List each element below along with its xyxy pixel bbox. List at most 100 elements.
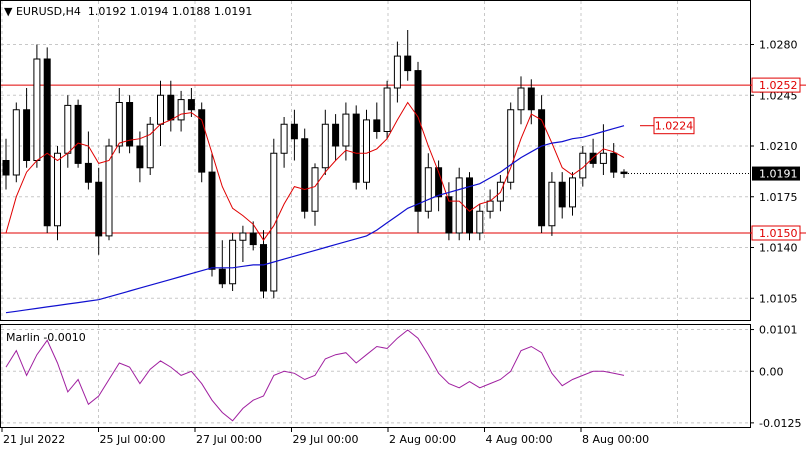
candle <box>2 138 10 190</box>
bull-candle-body <box>424 167 432 212</box>
bear-candle-body <box>23 109 31 161</box>
bull-candle-body <box>363 119 370 183</box>
bull-candle-body <box>239 232 247 241</box>
bear-candle-body <box>43 58 51 227</box>
bear-candle-body <box>84 162 92 183</box>
bull-candle-body <box>455 177 463 234</box>
candle <box>393 41 401 103</box>
close-value: 1.0191 <box>213 5 253 18</box>
bull-candle-body <box>321 123 329 169</box>
candle <box>620 169 628 178</box>
oscillator-pane[interactable] <box>0 324 751 428</box>
candle <box>332 114 340 161</box>
candle <box>74 99 82 168</box>
bear-candle-body <box>208 171 216 270</box>
candle <box>383 80 391 139</box>
time-label: 8 Aug 00:00 <box>582 433 649 446</box>
candle <box>239 225 247 262</box>
dropdown-triangle-icon[interactable]: ▼ <box>4 5 13 18</box>
candle <box>290 109 298 161</box>
bear-candle-body <box>466 177 473 234</box>
bull-candle-body <box>548 181 556 227</box>
bear-candle-body <box>332 123 340 147</box>
bear-candle-body <box>435 167 443 198</box>
candle <box>126 95 134 154</box>
candle <box>105 138 113 241</box>
ma-tag-label: 1.0224 <box>655 120 694 133</box>
level-tag-label: 1.0252 <box>759 79 798 92</box>
ma-slow-line <box>5 125 625 314</box>
candle <box>466 172 473 241</box>
candle <box>12 102 20 183</box>
oscillator-line <box>5 329 625 422</box>
time-label: 21 Jul 2022 <box>3 433 65 446</box>
level-tag-label: 1.0150 <box>759 227 798 240</box>
candle <box>23 88 31 168</box>
bull-candle-body <box>115 102 123 147</box>
symbol-label: EURUSD,H4 <box>15 5 81 18</box>
time-label: 25 Jul 00:00 <box>100 433 166 446</box>
ma-fast-line <box>5 101 625 242</box>
candle <box>54 146 61 241</box>
candle <box>486 189 494 219</box>
bear-candle-body <box>301 138 309 212</box>
bull-candle-body <box>311 167 319 212</box>
bear-candle-body <box>290 123 298 140</box>
bull-candle-body <box>342 113 350 147</box>
candle <box>95 167 103 255</box>
candle <box>496 175 504 212</box>
bull-candle-body <box>486 200 494 212</box>
bear-candle-body <box>610 152 618 173</box>
candle <box>115 88 123 154</box>
candle <box>414 61 422 233</box>
candle <box>311 163 319 226</box>
bear-candle-body <box>187 99 195 111</box>
candle <box>136 131 144 183</box>
candle <box>476 204 484 241</box>
bear-candle-body <box>527 87 535 111</box>
bear-candle-body <box>249 232 257 246</box>
candle <box>363 109 370 190</box>
candle <box>404 30 412 81</box>
level-tag-box <box>751 225 801 241</box>
price-tick-label: 1.0210 <box>759 140 798 153</box>
chart-header: ▼ EURUSD,H4 1.0192 1.0194 1.0188 1.0191 <box>4 5 252 18</box>
oscillator-label: Marlin -0.0010 <box>6 331 86 344</box>
bull-candle-body <box>393 55 401 89</box>
bull-candle-body <box>105 145 113 237</box>
bull-candle-body <box>33 58 41 161</box>
candle <box>455 167 463 241</box>
oscillator-tick-label: 0.00 <box>759 365 784 378</box>
bull-candle-body <box>383 87 391 132</box>
candle <box>33 44 41 168</box>
candle <box>579 146 587 187</box>
time-label: 29 Jul 00:00 <box>293 433 359 446</box>
bear-candle-body <box>558 181 566 208</box>
bear-candle-body <box>404 55 412 72</box>
bear-candle-body <box>589 152 597 164</box>
bull-candle-body <box>177 99 185 121</box>
candle <box>321 109 329 175</box>
current-price-tag-box <box>752 166 800 181</box>
candle <box>218 240 226 289</box>
bull-candle-body <box>157 94 164 125</box>
bear-candle-body <box>95 181 103 237</box>
candle <box>599 124 607 175</box>
bear-candle-body <box>352 113 360 183</box>
candle <box>610 143 618 178</box>
current-price-tag-label: 1.0191 <box>759 168 798 181</box>
high-value: 1.0194 <box>129 5 169 18</box>
oscillator-tick-label: -0.0125 <box>759 417 801 430</box>
bear-candle-body <box>373 119 381 133</box>
candle <box>445 182 453 241</box>
candle <box>569 172 576 216</box>
bear-candle-body <box>136 145 144 169</box>
bear-candle-body <box>538 109 546 227</box>
price-tick-label: 1.0175 <box>759 191 798 204</box>
bear-candle-body <box>198 109 206 173</box>
candle <box>558 172 566 219</box>
price-chart-pane[interactable] <box>0 0 751 321</box>
candle <box>198 102 206 183</box>
candle <box>435 160 443 212</box>
